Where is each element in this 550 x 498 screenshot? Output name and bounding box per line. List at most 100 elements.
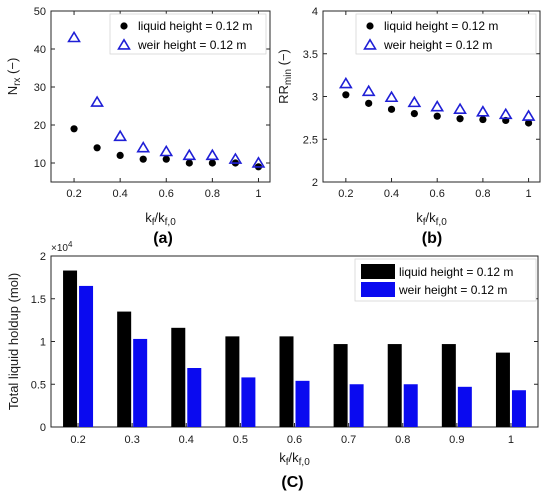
x-axis-label-a: kf/kf,0: [145, 210, 176, 228]
x-tick-label: 0.8: [475, 188, 490, 200]
legend-marker-liquid: [120, 22, 128, 30]
y-axis-label-c: Total liquid holdup (mol): [6, 273, 21, 410]
bar-weir: [79, 285, 94, 427]
data-point-weir: [476, 105, 490, 117]
data-point-weir: [338, 76, 353, 89]
data-point-weir: [159, 144, 174, 157]
legend-swatch-weir: [361, 282, 395, 297]
legend-swatch-liquid: [361, 264, 395, 279]
data-point-weir: [361, 84, 376, 97]
x-tick-label: 0.2: [66, 188, 81, 200]
data-point-weir: [407, 95, 422, 108]
y-tick-label: 2.5: [303, 134, 318, 146]
y-tick-label: 1.5: [31, 294, 46, 306]
data-point-liquid: [365, 99, 373, 107]
bar-weir: [133, 338, 148, 427]
bar-weir: [349, 384, 364, 427]
data-point-weir: [498, 107, 513, 120]
data-point-liquid: [479, 115, 487, 124]
legend-label-weir: weir height = 0.12 m: [383, 38, 492, 52]
x-tick-label: 0.7: [341, 434, 356, 446]
legend-label-weir: weir height = 0.12 m: [398, 283, 507, 297]
y-tick-label: 2: [40, 251, 46, 263]
y-tick-label: 0.5: [31, 379, 46, 391]
data-point-weir: [228, 152, 243, 164]
y-axis-exponent: ×104: [51, 240, 73, 255]
legend-label-liquid: liquid height = 0.12 m: [138, 19, 252, 33]
data-point-liquid: [433, 112, 441, 120]
x-tick-label: 0.9: [449, 434, 464, 446]
data-point-weir: [205, 148, 220, 161]
bar-liquid: [495, 352, 510, 427]
bar-liquid: [333, 344, 348, 427]
x-axis-label-b: kf/kf,0: [416, 210, 447, 228]
y-tick-label: 4: [312, 6, 318, 18]
bar-liquid: [387, 344, 402, 427]
data-point-weir: [182, 148, 197, 161]
data-point-liquid: [342, 91, 350, 99]
x-tick-label: 0.6: [287, 434, 302, 446]
bar-weir: [295, 380, 310, 427]
data-point-liquid: [524, 119, 533, 127]
y-tick-label: 40: [34, 44, 46, 56]
legend-label-weir: weir height = 0.12 m: [137, 38, 246, 52]
y-tick-label: 0: [40, 422, 46, 434]
data-point-liquid: [410, 110, 418, 118]
plot-frame-a: [50, 10, 271, 183]
x-tick-label: 0.4: [384, 188, 399, 200]
y-tick-label: 3.5: [303, 49, 318, 61]
y-tick-label: 1: [40, 337, 46, 349]
data-point-weir: [136, 141, 151, 153]
legend-label-liquid: liquid height = 0.12 m: [399, 265, 513, 279]
x-tick-label: 1: [255, 188, 261, 200]
legend-box-a: [109, 13, 267, 55]
bar-weir: [187, 368, 202, 427]
legend-marker-weir: [363, 38, 377, 50]
data-point-liquid: [185, 159, 193, 167]
bar-liquid: [279, 336, 294, 427]
x-tick-label: 0.6: [430, 188, 445, 200]
panel-label-c: (C): [281, 474, 303, 491]
panel-b: 0.2 0.4 0.6 0.8 1 2 2.5 3 3.5 4: [303, 6, 541, 200]
x-tick-label: 1: [526, 188, 532, 200]
x-tick-label: 0.3: [125, 434, 140, 446]
bar-liquid: [63, 270, 78, 427]
x-tick-label: 1: [508, 434, 514, 446]
bar-liquid: [225, 336, 240, 427]
bar-weir: [511, 390, 526, 427]
panel-label-a: (a): [153, 230, 173, 247]
data-point-weir: [113, 129, 128, 142]
x-tick-label: 0.4: [113, 188, 128, 200]
data-point-liquid: [139, 155, 147, 163]
panel-a: 0.2 0.4 0.6 0.8 1 10 20 30 40 50: [34, 6, 271, 200]
data-point-weir: [384, 90, 399, 103]
bar-liquid: [117, 311, 132, 427]
y-axis-label-b: RRmin (−): [276, 49, 294, 104]
data-point-liquid: [70, 125, 78, 133]
x-tick-label: 0.8: [395, 434, 410, 446]
data-point-weir: [251, 156, 266, 168]
data-point-liquid: [208, 159, 216, 167]
bar-liquid: [171, 327, 186, 427]
data-point-weir: [67, 30, 81, 43]
data-point-weir: [430, 100, 445, 112]
bar-weir: [457, 386, 472, 427]
y-tick-label: 50: [34, 6, 46, 18]
panel-c: 0.2 0.3 0.4 0.5 0.6 0.7 0.8 0.9 1 0 0.5 1 1.5 2: [31, 251, 539, 446]
y-tick-label: 3: [312, 92, 318, 104]
data-point-liquid: [93, 144, 101, 152]
legend-label-liquid: liquid height = 0.12 m: [384, 19, 498, 33]
bar-weir: [403, 384, 418, 427]
x-tick-label: 0.6: [159, 188, 174, 200]
x-tick-label: 0.5: [233, 434, 248, 446]
legend-marker-weir: [117, 38, 131, 50]
data-point-liquid: [116, 151, 124, 159]
x-tick-label: 0.8: [205, 188, 220, 200]
x-tick-label: 0.2: [338, 188, 353, 200]
data-point-liquid: [162, 155, 170, 163]
bar-weir: [241, 377, 256, 427]
y-tick-label: 30: [34, 82, 46, 94]
x-tick-label: 0.2: [70, 434, 85, 446]
bar-liquid: [441, 344, 456, 427]
